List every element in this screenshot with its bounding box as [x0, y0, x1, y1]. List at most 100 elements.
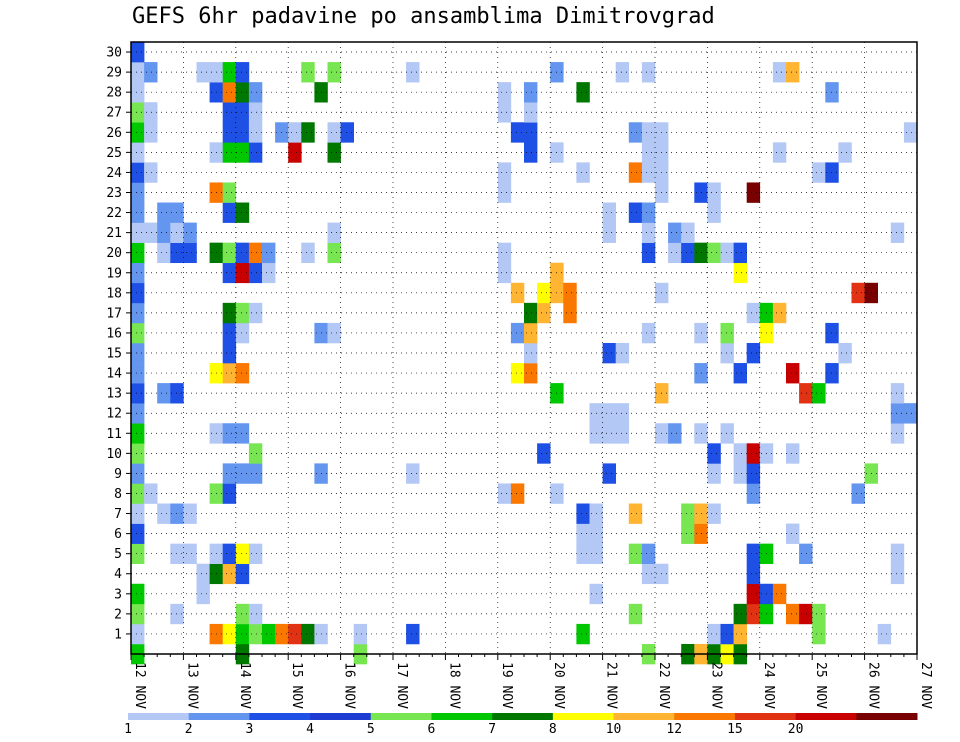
heatmap-cell [131, 222, 145, 243]
heatmap-cell [222, 102, 237, 123]
x-tick-label: 13 NOV [184, 662, 199, 709]
heatmap-cell [890, 423, 905, 444]
heatmap-cell [248, 142, 263, 163]
heatmap-cell [707, 503, 721, 524]
heatmap-cell [222, 543, 237, 565]
heatmap-cell [301, 623, 315, 645]
heatmap-cell [131, 82, 145, 103]
x-tick-label: 19 NOV [499, 662, 514, 709]
heatmap-cell [890, 563, 905, 585]
heatmap-cell [510, 322, 525, 344]
heatmap-cell [668, 423, 682, 444]
heatmap-cell [262, 623, 276, 645]
y-tick-label: 16 [106, 326, 122, 341]
heatmap-cell [157, 242, 171, 264]
heatmap-cell [248, 242, 263, 264]
heatmap-cell [602, 423, 616, 444]
heatmap-cell [786, 363, 800, 384]
legend-swatch [856, 713, 918, 720]
heatmap-cell [707, 443, 721, 464]
heatmap-cell [157, 383, 171, 404]
heatmap-cell [851, 282, 865, 304]
x-tick-label: 17 NOV [394, 662, 409, 709]
heatmap-cell [524, 102, 538, 123]
heatmap-cell [641, 563, 656, 585]
y-axis: 1234567891011121314151617181920212223242… [106, 46, 131, 642]
heatmap-cell [222, 363, 237, 384]
heatmap-cell [707, 463, 721, 484]
heatmap-cell [772, 583, 787, 605]
heatmap-cell [641, 142, 656, 163]
heatmap-cell [288, 142, 302, 163]
heatmap-cell [576, 503, 590, 524]
heatmap-cell [131, 202, 145, 223]
legend-swatch [188, 713, 250, 720]
heatmap-cell [248, 102, 263, 123]
heatmap-cell [890, 403, 905, 424]
heatmap-cell [510, 122, 525, 143]
heatmap-cell [131, 543, 145, 565]
heatmap-cell [131, 342, 145, 364]
y-tick-label: 25 [106, 146, 122, 161]
y-tick-label: 28 [106, 86, 122, 101]
heatmap-cell [641, 202, 656, 223]
x-tick-label: 22 NOV [656, 662, 671, 709]
heatmap-cell [838, 342, 852, 364]
heatmap-cell [497, 162, 512, 183]
heatmap-cell [786, 603, 800, 625]
heatmap-cell [615, 62, 630, 83]
heatmap-cell [157, 202, 171, 223]
heatmap-cell [248, 463, 263, 484]
heatmap-cell [576, 543, 590, 565]
heatmap-cell [799, 603, 813, 625]
heatmap-cell [615, 423, 630, 444]
heatmap-cell [681, 222, 695, 243]
x-tick-label: 25 NOV [813, 662, 828, 709]
y-tick-label: 18 [106, 286, 122, 301]
heatmap-cell [733, 443, 747, 464]
heatmap-cell [786, 62, 800, 83]
y-tick-label: 30 [106, 46, 122, 61]
heatmap-cell [235, 322, 250, 344]
legend-swatch [431, 713, 493, 720]
heatmap-cell [497, 102, 512, 123]
heatmap-cell [812, 623, 826, 645]
heatmap-cell [340, 122, 354, 143]
heatmap-cell [746, 342, 761, 364]
heatmap-cell [563, 282, 577, 304]
heatmap-cell [851, 483, 865, 504]
heatmap-cell [733, 262, 747, 284]
heatmap-cell [131, 122, 145, 143]
heatmap-cell [733, 463, 747, 484]
heatmap-cell [131, 182, 145, 203]
heatmap-cell [628, 603, 643, 625]
heatmap-cell [183, 543, 197, 565]
legend-label: 4 [306, 722, 314, 737]
grid-lines [130, 42, 918, 654]
y-tick-label: 7 [114, 507, 122, 522]
heatmap-cell [524, 302, 538, 324]
heatmap-cell [890, 222, 905, 243]
heatmap-cell [131, 42, 145, 63]
heatmap-cell [196, 62, 210, 83]
heatmap-cell [131, 262, 145, 284]
legend-swatch [734, 713, 797, 720]
heatmap-cell [497, 242, 512, 264]
heatmap-cell [641, 242, 656, 264]
heatmap-cell [131, 623, 145, 645]
heatmap-cell [235, 122, 250, 143]
x-tick-label: 26 NOV [866, 662, 881, 709]
heatmap-cell [524, 122, 538, 143]
heatmap-cell [288, 122, 302, 143]
heatmap-cell [248, 302, 263, 324]
heatmap-cell [772, 302, 787, 324]
heatmap-cell [222, 483, 237, 504]
heatmap-cell [641, 222, 656, 243]
heatmap-cell [235, 543, 250, 565]
heatmap-cell [707, 202, 721, 223]
heatmap-cell [222, 302, 237, 324]
x-tick-label: 23 NOV [708, 662, 723, 709]
heatmap-cell [131, 603, 145, 625]
heatmap-cell [681, 242, 695, 264]
heatmap-cell [786, 443, 800, 464]
